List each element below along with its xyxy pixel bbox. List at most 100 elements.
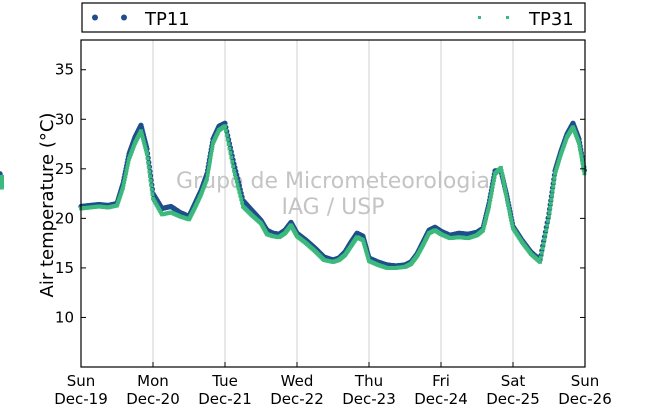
data-point [508,214,513,219]
data-point [232,168,236,173]
data-point [499,169,504,173]
data-point [227,146,232,151]
y-axis: 10 15 20 25 30 35 [55,61,585,326]
data-point [488,194,493,199]
x-tick-label-day: Thu [354,372,383,390]
data-point [552,176,557,180]
data-point [491,178,496,183]
data-point [482,221,487,226]
plot-frame [80,39,586,368]
data-point [506,206,511,211]
data-point [501,178,506,183]
data-point [510,223,515,228]
data-point [548,201,553,206]
data-point [148,178,153,183]
data-point [503,188,508,192]
data-point [484,214,489,218]
data-point [366,256,371,261]
data-point [236,186,241,191]
data-point [581,164,586,169]
data-point [547,210,552,215]
data-point [580,158,584,162]
data-point [124,171,128,176]
data-point [553,171,557,176]
data-point [492,175,497,179]
data-point [209,151,214,156]
data-point [364,250,369,255]
x-tick-label-date: Dec-20 [126,390,180,408]
data-point [542,237,547,242]
data-point [225,137,230,142]
data-point [141,138,146,143]
data-point [558,154,563,158]
watermark-line-2: IAG / USP [282,195,385,220]
x-tick-label-date: Dec-26 [558,390,612,408]
data-point [539,250,544,255]
x-tick-label-day: Sat [501,372,526,390]
data-point [239,197,244,202]
data-point [233,176,238,180]
data-point [142,140,146,145]
data-point [234,179,239,184]
x-tick-label-date: Dec-23 [342,390,396,408]
data-point [481,225,486,230]
data-point [125,165,130,170]
data-point [123,174,128,179]
y-tick-label: 25 [55,160,74,178]
data-point [491,181,496,186]
data-point [506,203,511,208]
data-point [361,240,366,245]
data-point [122,179,127,184]
data-point [555,163,560,168]
data-point [362,242,367,247]
data-point [545,223,550,228]
data-series [0,120,588,270]
data-point [238,193,243,198]
data-point [228,151,233,155]
data-point [208,158,212,163]
data-point [124,168,129,173]
data-point [126,159,131,164]
data-point [546,219,550,223]
data-point [149,187,154,192]
legend-marker-tp31 [478,16,481,19]
data-point [556,161,560,166]
data-point [143,145,148,150]
data-point [551,180,556,185]
data-point [210,144,215,149]
data-point [140,136,145,140]
data-point [489,191,494,196]
legend: TP11 TP31 [81,2,586,33]
data-point [233,172,237,177]
data-point [548,205,553,210]
data-point [500,172,505,177]
data-point [578,151,583,156]
data-point [146,165,151,170]
data-point [230,159,235,164]
data-point [485,211,490,216]
data-point [540,246,545,251]
data-point [482,223,487,228]
data-point [544,228,549,232]
data-point [142,142,147,147]
data-point [538,260,542,264]
data-point [0,185,4,190]
grid [152,40,514,367]
data-point [207,162,212,167]
data-point [539,255,543,260]
x-tick-label-day: Sun [571,372,600,390]
data-point [509,217,514,222]
data-point [231,164,235,169]
data-point [503,191,508,196]
y-tick-label: 30 [55,110,74,128]
data-point [122,177,127,181]
data-point [541,241,546,246]
data-point [543,232,548,237]
data-point [502,181,506,186]
data-point [499,165,503,170]
data-point [206,166,211,170]
data-point [226,142,231,146]
data-point [240,201,244,205]
x-tick-label-date: Dec-21 [198,390,252,408]
